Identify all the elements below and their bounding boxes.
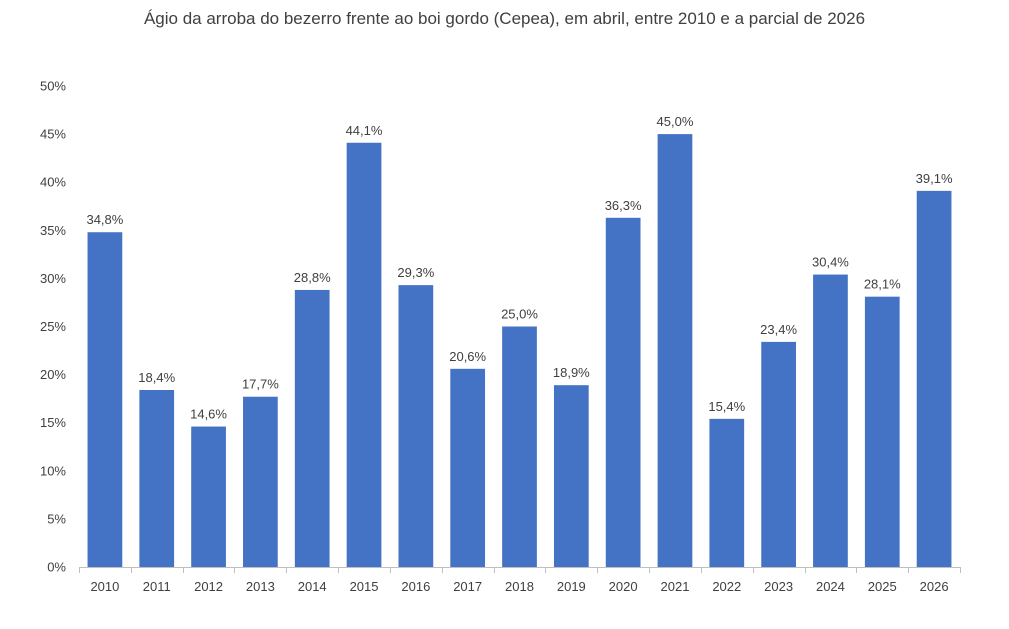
x-tick-label: 2023	[764, 579, 793, 594]
chart-title: Ágio da arroba do bezerro frente ao boi …	[143, 9, 866, 28]
bar-2022	[709, 418, 745, 567]
x-axis: 2010 2011 2012 2013 2014 2015 2016 2017 2018 2019…	[79, 567, 961, 594]
bar-2021	[657, 134, 693, 567]
data-label-2021: 45,0%	[657, 114, 694, 129]
x-tick-label: 2014	[298, 579, 327, 594]
bar-2010	[87, 232, 123, 567]
bar-2014	[294, 289, 330, 567]
data-label-2025: 28,1%	[864, 277, 901, 292]
y-tick-label: 10%	[40, 463, 66, 478]
y-tick-label: 25%	[40, 319, 66, 334]
data-label-2019: 18,9%	[553, 365, 590, 380]
y-tick-label: 20%	[40, 367, 66, 382]
x-tick-label: 2010	[90, 579, 119, 594]
data-label-2020: 36,3%	[605, 198, 642, 213]
bar-2015	[346, 142, 382, 567]
y-tick-label: 35%	[40, 223, 66, 238]
y-tick-label: 5%	[47, 511, 66, 526]
x-tick-label: 2021	[661, 579, 690, 594]
y-tick-label: 40%	[40, 175, 66, 190]
data-label-2010: 34,8%	[86, 212, 123, 227]
x-tick-label: 2016	[401, 579, 430, 594]
bar-2020	[605, 217, 641, 567]
data-label-2011: 18,4%	[138, 370, 175, 385]
y-tick-label: 15%	[40, 415, 66, 430]
bar-2023	[761, 341, 796, 567]
x-tick-label: 2022	[712, 579, 741, 594]
data-label-2014: 28,8%	[294, 270, 331, 285]
data-label-2017: 20,6%	[449, 349, 486, 364]
bar-2018	[502, 326, 537, 567]
bar-2016	[398, 285, 434, 567]
x-tick-label: 2024	[816, 579, 845, 594]
data-labels: 34,8% 18,4% 14,6% 17,7% 28,8% 44,1% 29,3% 20,6%…	[86, 114, 952, 421]
data-label-2026: 39,1%	[916, 171, 953, 186]
data-label-2012: 14,6%	[190, 407, 227, 422]
data-label-2024: 30,4%	[812, 255, 849, 270]
y-tick-label: 50%	[40, 79, 66, 94]
data-label-2018: 25,0%	[501, 307, 538, 322]
x-tick-label: 2018	[505, 579, 534, 594]
data-label-2022: 15,4%	[708, 399, 745, 414]
y-tick-label: 0%	[47, 560, 66, 575]
bar-2026	[916, 190, 952, 567]
bar-2024	[813, 274, 848, 567]
bar-2011	[139, 389, 175, 567]
y-tick-label: 30%	[40, 271, 66, 286]
x-tick-label: 2026	[920, 579, 949, 594]
x-tick-label: 2025	[868, 579, 897, 594]
y-tick-label: 45%	[40, 127, 66, 142]
data-label-2023: 23,4%	[760, 322, 797, 337]
bar-2012	[191, 426, 226, 567]
bar-2025	[864, 296, 900, 567]
bars	[87, 134, 952, 567]
x-tick-label: 2017	[453, 579, 482, 594]
x-tick-label: 2011	[143, 579, 171, 594]
bar-2017	[450, 368, 486, 567]
x-tick-label: 2020	[609, 579, 638, 594]
data-label-2013: 17,7%	[242, 377, 279, 392]
bar-2013	[243, 396, 278, 567]
data-label-2015: 44,1%	[346, 123, 383, 138]
y-axis: 0% 5% 10% 15% 20% 25% 30% 35% 40% 45% 50%	[40, 79, 66, 575]
data-label-2016: 29,3%	[397, 265, 434, 280]
x-tick-label: 2019	[557, 579, 586, 594]
x-tick-label: 2013	[246, 579, 275, 594]
bar-2019	[553, 385, 589, 567]
x-tick-label: 2015	[350, 579, 379, 594]
x-tick-label: 2012	[194, 579, 223, 594]
